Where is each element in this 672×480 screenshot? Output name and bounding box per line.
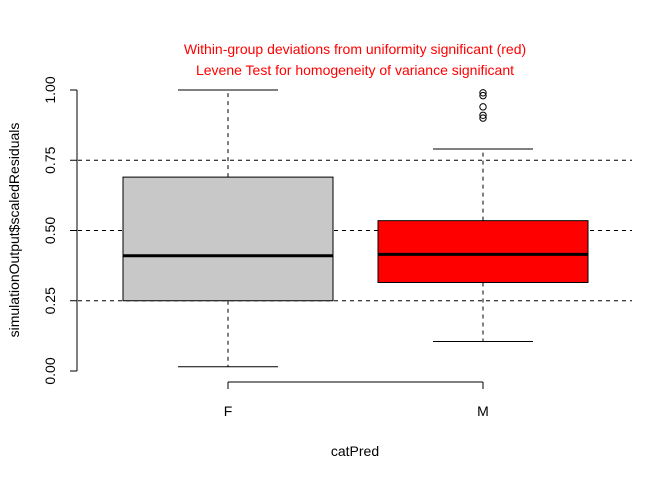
box-group-M [377, 89, 589, 342]
y-axis: 0.00 0.25 0.50 0.75 1.00 [42, 76, 78, 385]
outlier-point [479, 114, 487, 122]
outlier-point [479, 89, 487, 97]
outlier-point [479, 91, 487, 100]
boxes [122, 89, 589, 368]
outlier-point [479, 111, 487, 119]
outlier-point [479, 103, 487, 111]
box-iqr [122, 176, 334, 302]
y-tick-label: 1.00 [42, 76, 58, 103]
x-tick-label: F [224, 403, 233, 419]
chart-title: Within-group deviations from uniformity … [184, 41, 526, 57]
y-tick-label: 0.00 [42, 357, 58, 384]
x-tick-label: M [477, 403, 489, 419]
chart-subtitle: Levene Test for homogeneity of variance … [196, 62, 514, 78]
y-tick-label: 0.75 [42, 146, 58, 173]
box-group-F [122, 89, 334, 368]
y-axis-label: simulationOutput$scaledResiduals [6, 123, 22, 338]
box-iqr [377, 220, 589, 283]
x-axis-label: catPred [331, 443, 379, 459]
y-tick-label: 0.50 [42, 217, 58, 244]
y-tick-label: 0.25 [42, 287, 58, 314]
